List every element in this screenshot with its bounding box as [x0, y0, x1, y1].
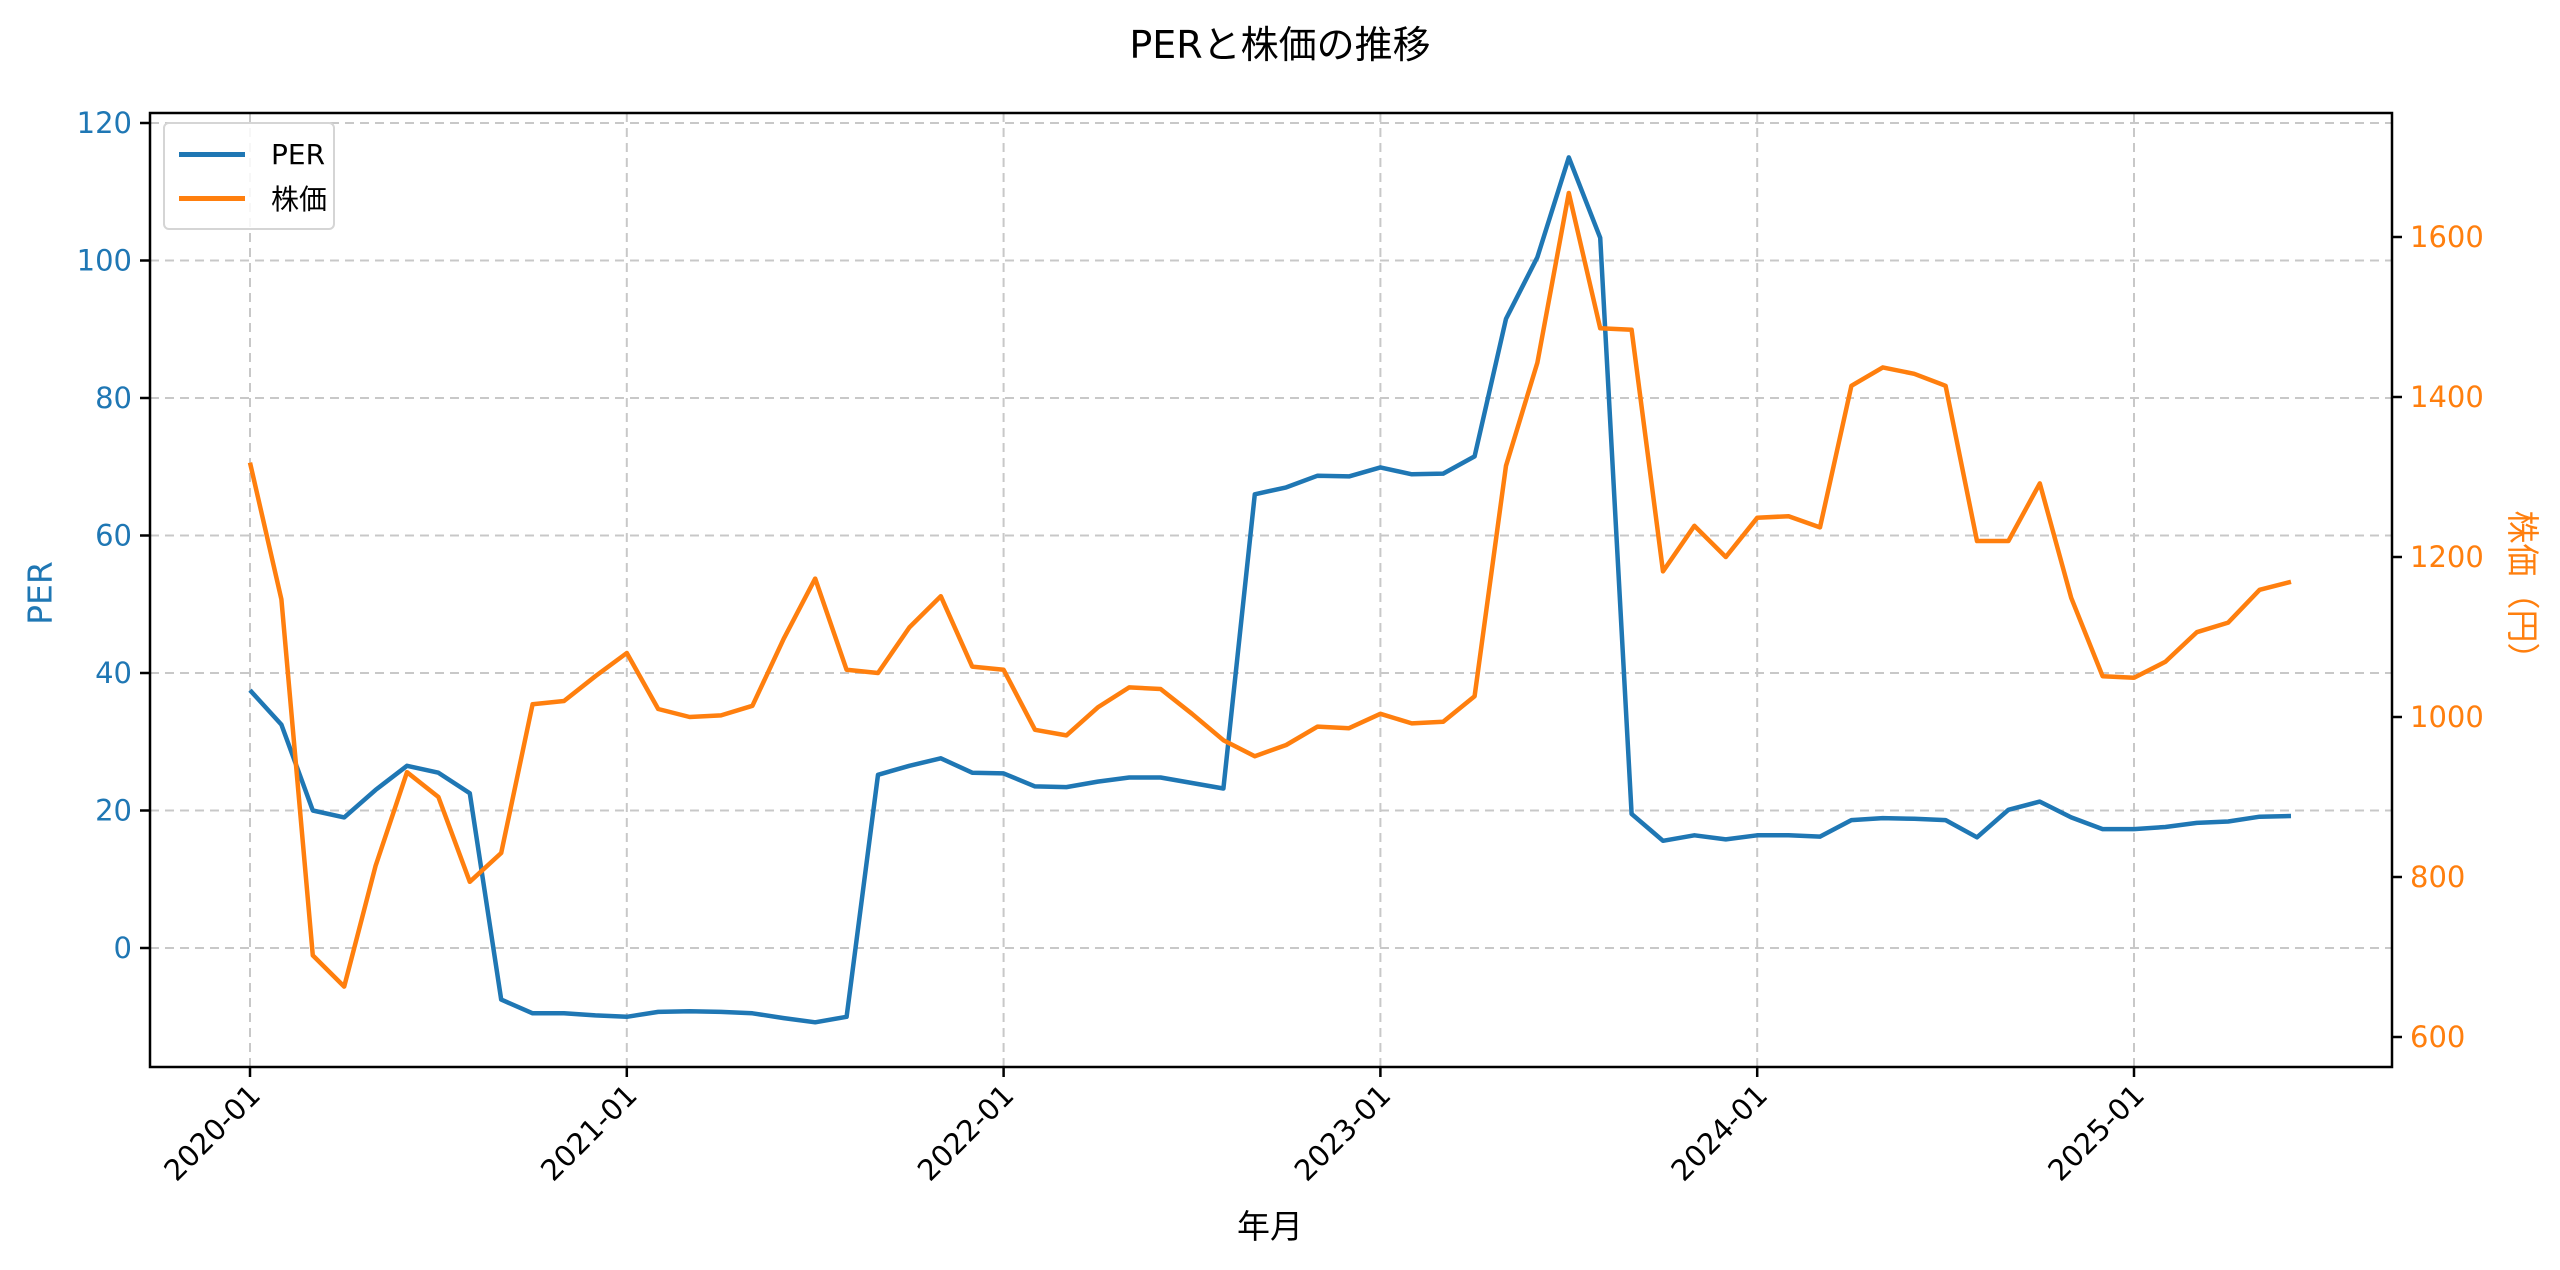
axes-frame [148, 111, 2394, 1069]
y-tick-label-left: 0 [114, 931, 132, 965]
chart-title: PERと株価の推移 [1129, 23, 1431, 67]
legend-item-price: 株価 [179, 178, 327, 218]
legend-label-per: PER [271, 137, 326, 171]
legend-swatch-per [179, 151, 245, 157]
y-tick-label-left: 20 [95, 794, 132, 828]
y-tick-label-left: 80 [95, 381, 132, 415]
y-tick-label-right: 1000 [2410, 700, 2484, 734]
axis-ticks: 0 20 40 60 80 100 120 600 800 1000 1200 1400 1600 202… [77, 106, 2484, 1188]
x-tick-label: 2025-01 [2041, 1078, 2151, 1188]
x-tick-label: 2020-01 [157, 1078, 267, 1188]
y-tick-label-right: 1600 [2410, 220, 2484, 254]
y-tick-label-left: 120 [77, 106, 132, 140]
series-line-per [248, 155, 2292, 1025]
y-tick-label-right: 1200 [2410, 540, 2484, 574]
legend: PER 株価 [163, 122, 335, 230]
y-tick-label-right: 600 [2410, 1020, 2465, 1054]
grid-lines [150, 113, 2392, 1067]
x-tick-label: 2023-01 [1288, 1078, 1398, 1188]
y-tick-label-right: 1400 [2410, 380, 2484, 414]
y-tick-label-left: 100 [77, 244, 132, 278]
y-tick-label-left: 40 [95, 656, 132, 690]
legend-swatch-price [179, 195, 245, 201]
x-axis-label: 年月 [1237, 1207, 1303, 1246]
x-tick-label: 2022-01 [911, 1078, 1021, 1188]
series-line-price [247, 190, 2292, 989]
y-axis-label-left: PER [20, 561, 60, 625]
y-axis-label-right: 株価（円） [2503, 510, 2542, 676]
y-tick-label-left: 60 [95, 519, 132, 553]
x-tick-label: 2024-01 [1664, 1078, 1774, 1188]
legend-label-price: 株価 [271, 183, 328, 216]
data-lines [247, 155, 2292, 1025]
legend-item-per: PER [179, 134, 325, 174]
x-tick-label: 2021-01 [534, 1078, 644, 1188]
y-tick-label-right: 800 [2410, 860, 2465, 894]
